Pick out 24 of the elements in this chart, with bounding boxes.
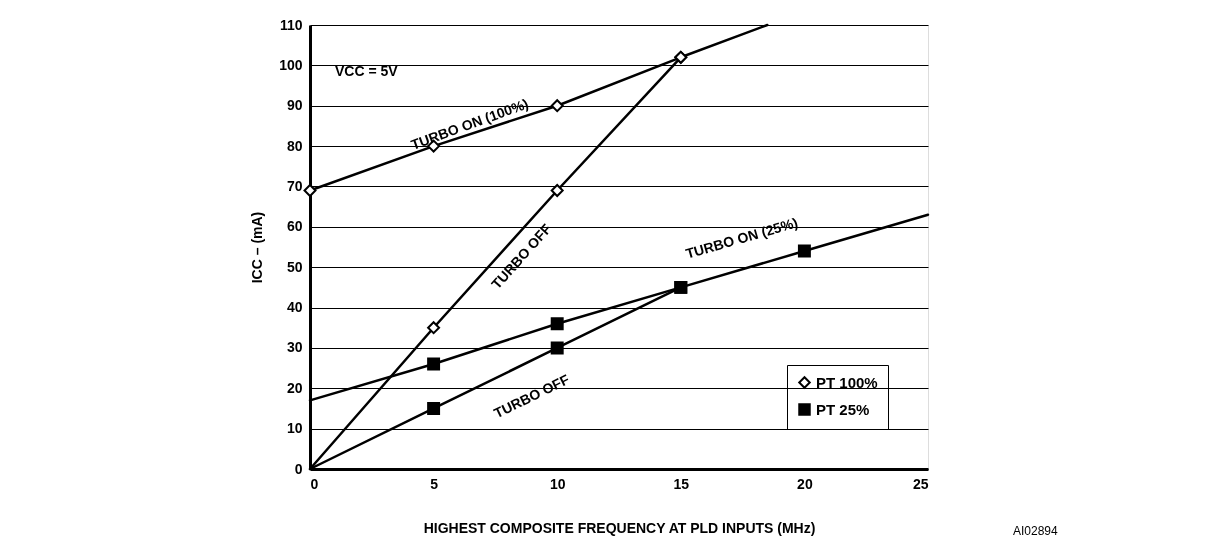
x-tick-label: 15 [673, 475, 690, 492]
y-tick-label: 110 [279, 16, 303, 33]
y-tick-label: 80 [286, 137, 303, 154]
x-tick-label: 0 [310, 475, 319, 492]
y-tick-label: 10 [286, 420, 303, 437]
y-tick-label: 100 [279, 56, 303, 73]
text: AI02894 [1013, 524, 1059, 538]
legend-label: PT 100% [816, 373, 878, 391]
y-tick-label: 30 [286, 339, 303, 356]
x-tick-label: 5 [430, 475, 439, 492]
y-tick-label: 90 [286, 97, 303, 114]
y-axis-title: ICC – (mA) [249, 211, 266, 284]
y-tick-label: 70 [286, 177, 303, 194]
annotation: VCC = 5V [335, 62, 399, 79]
y-tick-label: 60 [286, 218, 303, 235]
x-tick-label: 25 [912, 475, 929, 492]
legend-label: PT 25% [816, 400, 870, 418]
x-axis-title: HIGHEST COMPOSITE FREQUENCY AT PLD INPUTS (MHz) [423, 519, 816, 536]
y-tick-label: 20 [286, 379, 303, 396]
y-tick-label: 40 [286, 299, 303, 316]
x-tick-label: 20 [797, 475, 813, 492]
y-tick-label: 0 [294, 460, 303, 477]
x-tick-label: 10 [549, 475, 566, 492]
y-tick-label: 50 [286, 258, 303, 275]
